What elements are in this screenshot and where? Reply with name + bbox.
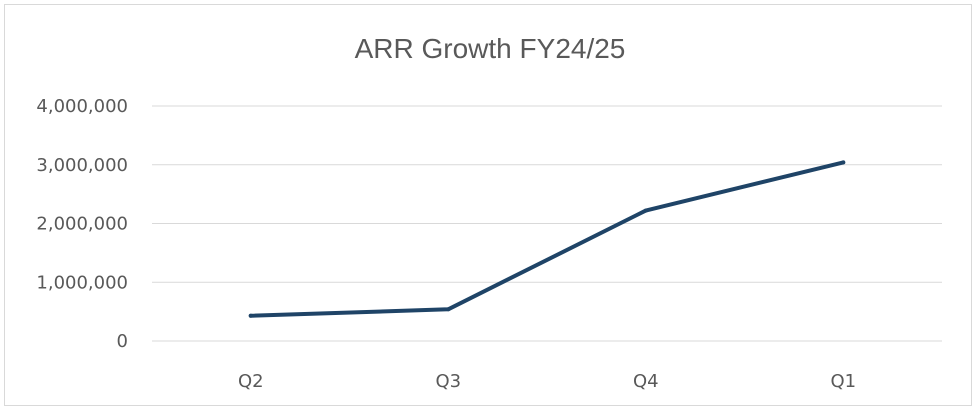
gridlines bbox=[152, 105, 942, 342]
chart-frame bbox=[4, 4, 972, 406]
data-point-q1 bbox=[841, 160, 846, 165]
data-point-q3 bbox=[446, 307, 451, 312]
series-line-0 bbox=[248, 160, 846, 318]
series-layer bbox=[248, 160, 846, 318]
x-tick-label: Q4 bbox=[633, 371, 659, 392]
x-axis-tick-labels: Q2 Q3 Q4 Q1 bbox=[238, 371, 856, 392]
data-point-q2 bbox=[248, 313, 253, 318]
data-point-q4 bbox=[643, 208, 648, 213]
y-tick-label: 4,000,000 bbox=[36, 96, 128, 117]
x-tick-label: Q2 bbox=[238, 371, 264, 392]
y-tick-label: 1,000,000 bbox=[36, 272, 128, 293]
y-tick-label: 0 bbox=[117, 331, 128, 352]
x-tick-label: Q3 bbox=[435, 371, 461, 392]
y-axis-tick-labels: 0 1,000,000 2,000,000 3,000,000 4,000,000 bbox=[36, 96, 128, 352]
chart-title: ARR Growth FY24/25 bbox=[355, 33, 626, 64]
y-tick-label: 2,000,000 bbox=[36, 214, 128, 235]
y-tick-label: 3,000,000 bbox=[36, 155, 128, 176]
x-tick-label: Q1 bbox=[830, 371, 856, 392]
